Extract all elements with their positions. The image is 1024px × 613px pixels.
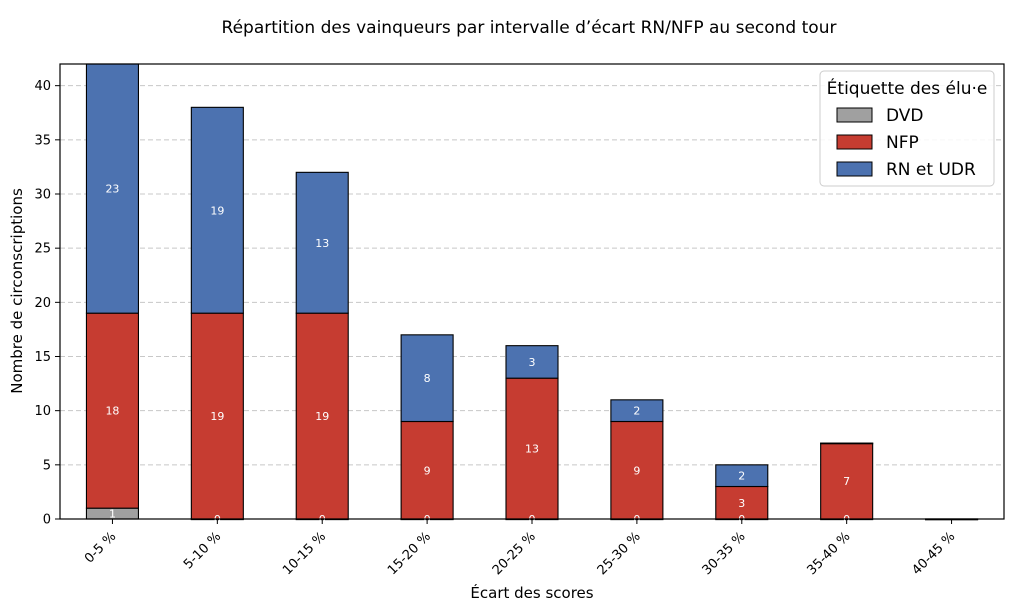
- data-label: 23: [105, 183, 119, 196]
- bar-segment: [400, 334, 454, 423]
- data-label: 3: [529, 356, 536, 369]
- legend-label: RN et UDR: [886, 160, 976, 180]
- data-label: 2: [738, 470, 745, 483]
- data-label: 9: [633, 464, 640, 477]
- data-label: 19: [210, 204, 224, 217]
- bars-layer: [85, 63, 979, 521]
- bar-segment: [190, 106, 244, 314]
- x-tick-label: 15-20 %: [385, 529, 434, 578]
- bar-segment: [85, 63, 139, 314]
- x-tick-label: 0-5 %: [82, 529, 119, 566]
- legend-frame: [819, 70, 995, 187]
- x-tick-label: 20-25 %: [490, 529, 539, 578]
- legend-label: NFP: [886, 133, 919, 153]
- y-tick-label: 25: [34, 242, 51, 257]
- data-label: 19: [210, 410, 224, 423]
- data-label: 19: [315, 410, 329, 423]
- bar-segment: [715, 485, 769, 520]
- y-tick-label: 20: [34, 296, 51, 311]
- y-tick-label: 10: [34, 404, 51, 419]
- y-tick-label: 15: [34, 350, 51, 365]
- x-tick-label: 25-30 %: [595, 529, 644, 578]
- legend-swatch: [836, 134, 873, 150]
- x-tick-label: 10-15 %: [280, 529, 329, 578]
- data-label: 8: [424, 372, 431, 385]
- y-tick-label: 30: [34, 188, 51, 203]
- y-tick-label: 35: [34, 133, 51, 148]
- bar-segment: [610, 399, 664, 423]
- data-label: 7: [843, 475, 850, 488]
- bar-segment: [190, 312, 244, 520]
- bar-segment: [400, 420, 454, 520]
- data-label: 9: [424, 464, 431, 477]
- y-tick-label: 40: [34, 79, 51, 94]
- data-label: 13: [315, 237, 329, 250]
- data-label: 3: [738, 497, 745, 510]
- y-tick-label: 0: [43, 513, 51, 528]
- legend-swatch: [836, 161, 873, 177]
- x-tick-label: 35-40 %: [805, 529, 854, 578]
- data-label: 1: [109, 508, 116, 521]
- data-label: 13: [525, 443, 539, 456]
- x-tick-label: 30-35 %: [700, 529, 749, 578]
- bar-segment: [820, 442, 874, 445]
- x-axis-label: Écart des scores: [470, 583, 593, 602]
- bar-segment: [295, 312, 349, 520]
- data-label: 18: [105, 405, 119, 418]
- y-axis-label: Nombre de circonscriptions: [8, 188, 26, 394]
- chart-title: Répartition des vainqueurs par intervall…: [222, 18, 837, 38]
- bar-segment: [715, 464, 769, 488]
- bar-segment: [85, 312, 139, 509]
- bar-segment: [610, 420, 664, 520]
- legend: Étiquette des élu·e DVD NFP RN et UDR: [819, 70, 995, 187]
- bar-segment: [505, 345, 559, 379]
- legend-title: Étiquette des élu·e: [827, 77, 988, 99]
- data-label: 2: [633, 405, 640, 418]
- legend-items: DVD NFP RN et UDR: [836, 106, 976, 180]
- legend-swatch: [836, 107, 873, 123]
- bar-segment: [820, 442, 874, 520]
- bar-segment: [295, 171, 349, 314]
- bar-segment: [505, 377, 559, 520]
- y-tick-label: 5: [43, 458, 51, 473]
- x-tick-label: 40-45 %: [909, 529, 958, 578]
- x-tick-label: 5-10 %: [181, 529, 224, 572]
- legend-label: DVD: [886, 106, 924, 126]
